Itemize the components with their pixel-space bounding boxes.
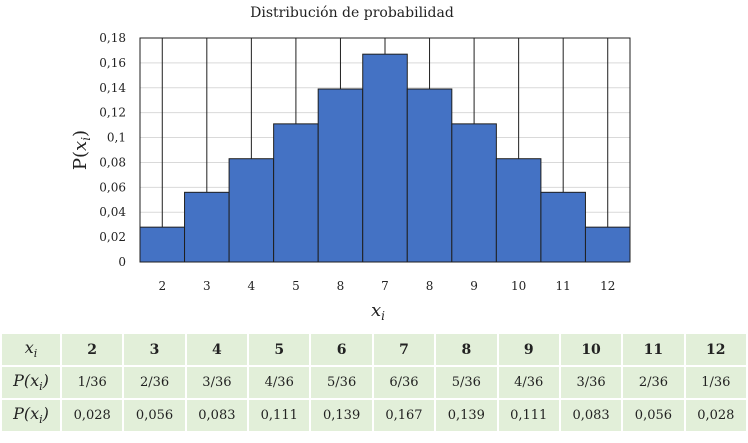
table-cell: 4/36 [247,365,312,400]
y-tick-label: 0,06 [99,180,126,194]
bar [184,191,230,263]
table-cell: 8 [434,332,499,367]
bar [317,88,364,263]
table-cell: 3 [122,332,187,367]
y-tick-label: 0,16 [99,56,126,70]
bar [540,191,586,263]
y-tick-label: 0,02 [99,230,126,244]
table-row: xi 2 3 4 5 6 7 8 9 10 11 12 [0,332,748,367]
x-tick-label: 10 [511,279,526,293]
x-tick-label: 2 [158,279,166,293]
bar [451,123,497,263]
x-tick-label: 8 [337,279,345,293]
x-tick-label: 7 [381,279,389,293]
y-tick-label: 0,1 [107,131,126,145]
table-cell: 0,167 [371,398,437,433]
table-cell: 0,083 [184,398,250,433]
bar [273,123,319,263]
table-cell: 3/36 [558,365,624,400]
table-cell: 5/36 [434,365,499,400]
chart-title: Distribución de probabilidad [250,5,454,21]
x-tick-label: 9 [470,279,478,293]
x-tick-label: 4 [248,279,256,293]
bar [495,158,542,263]
y-tick-label: 0,18 [99,31,126,45]
table-cell: 0,139 [309,398,374,433]
y-axis-label: P(xi) [70,130,93,170]
table-cell: 1/36 [59,365,125,400]
table-cell: 0,056 [621,398,686,433]
table-row: P(xi) 0,028 0,056 0,083 0,111 0,139 0,167 0,139… [0,398,748,433]
table-cell: 0,139 [434,398,499,433]
y-tick-label: 0,14 [99,81,126,95]
bar [584,226,631,263]
table-cell: 5/36 [309,365,374,400]
table-cell: 2/36 [122,365,187,400]
table-cell: 0,056 [122,398,187,433]
plot-frame [139,37,631,263]
table-cell: 10 [558,332,624,367]
table-cell: 7 [371,332,437,367]
bar [228,158,275,263]
table-cell: 6/36 [371,365,437,400]
y-tick-label: 0,12 [99,106,126,120]
table-cell: 0,111 [247,398,312,433]
y-axis-ticks: 0 0,02 0,04 0,06 0,08 0,1 0,12 0,14 0,16 0,18 [99,31,126,269]
table-cell: 9 [496,332,561,367]
y-tick-label: 0,08 [99,155,126,169]
x-tick-label: 8 [426,279,434,293]
x-tick-label: 12 [600,279,615,293]
x-tick-label: 11 [556,279,571,293]
bar [362,53,408,263]
probability-table: xi 2 3 4 5 6 7 8 9 10 11 12 P(xi) 1/36 2/36 3/36 4/36 5/3… [0,332,748,433]
y-tick-label: 0,04 [99,205,126,219]
table-cell: 4 [184,332,250,367]
table-cell: 2/36 [621,365,686,400]
row-header: xi [0,332,62,367]
table-cell: 1/36 [683,365,748,400]
probability-chart: Distribución de probabilidad 0 0,02 0,04 0,… [70,5,631,323]
table-cell: 4/36 [496,365,561,400]
x-tick-label: 3 [203,279,211,293]
table-cell: 0,028 [59,398,125,433]
row-header: P(xi) [0,398,62,433]
bar [406,88,453,263]
table-cell: 11 [621,332,686,367]
table-cell: 5 [247,332,312,367]
table-cell: 2 [59,332,125,367]
table-cell: 3/36 [184,365,250,400]
vertical-lines [161,38,609,228]
bars [139,53,631,263]
table-cell: 0,111 [496,398,561,433]
table-row: P(xi) 1/36 2/36 3/36 4/36 5/36 6/36 5/36 4/36 3/3… [0,365,748,400]
x-axis-label: xi [371,300,385,323]
table-cell: 6 [309,332,374,367]
row-header: P(xi) [0,365,62,400]
x-axis-ticks: 2 3 4 5 8 7 8 9 10 11 12 [158,279,615,293]
table-cell: 0,083 [558,398,624,433]
table-cell: 12 [683,332,748,367]
bar [139,226,186,263]
y-tick-label: 0 [118,255,126,269]
x-tick-label: 5 [292,279,300,293]
table-cell: 0,028 [683,398,748,433]
